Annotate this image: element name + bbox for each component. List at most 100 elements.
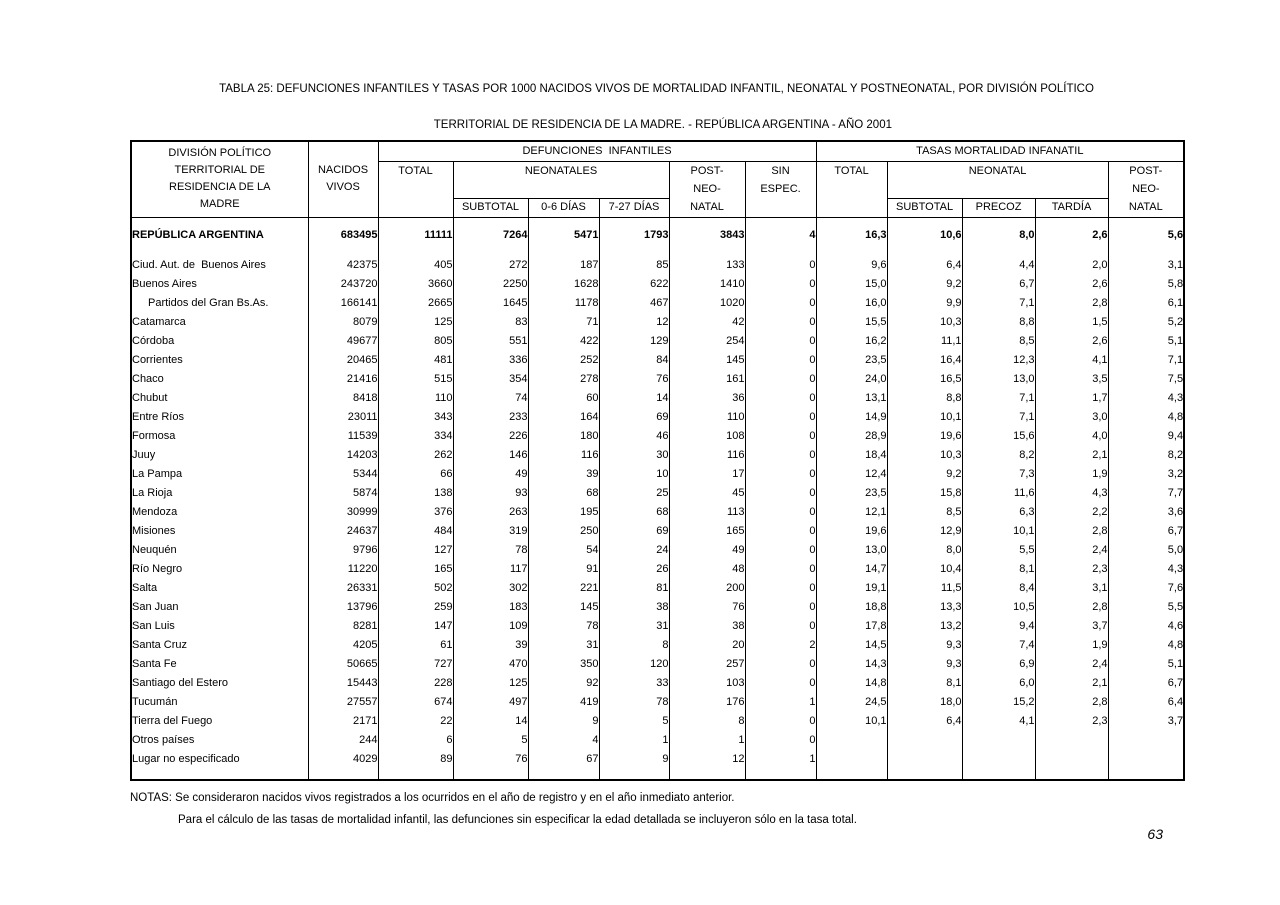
cell-value: 6 <box>377 730 454 749</box>
cell-value: 8,8 <box>886 388 963 407</box>
cell-value: 278 <box>527 369 600 388</box>
cell-value: 133 <box>668 255 746 274</box>
cell-value: 110 <box>668 407 746 426</box>
cell-value: 0 <box>744 331 817 350</box>
cell-value: 18,4 <box>815 445 888 464</box>
row-label: San Juan <box>130 597 309 616</box>
table-title-line1: TABLA 25: DEFUNCIONES INFANTILES Y TASAS… <box>219 83 1094 95</box>
row-label: Tierra del Fuego <box>130 711 309 730</box>
cell-value: 166141 <box>307 293 379 312</box>
cell-value: 26331 <box>307 578 379 597</box>
cell-value: 354 <box>452 369 529 388</box>
table-row: San Luis 8281 147 109 78 31 38 0 17,8 13,2 9,4 3,7 4… <box>130 616 1185 635</box>
cell-value: 8,1 <box>886 673 963 692</box>
cell-value: 6,3 <box>961 502 1036 521</box>
header-def-7-27-dias: 7-27 DÍAS <box>598 197 670 218</box>
header-defunciones-group: DEFUNCIONES INFANTILES <box>377 140 817 162</box>
header-nacidos-vivos: NACIDOS VIVOS <box>307 140 379 218</box>
table-row: Tucumán 27557 674 497 419 78 176 1 24,5 18,0 15,2 2… <box>130 692 1185 711</box>
header-def-total: TOTAL <box>377 160 454 218</box>
row-label: REPÚBLICA ARGENTINA <box>130 225 309 245</box>
cell-value: 74 <box>452 388 529 407</box>
table-row: La Pampa 5344 66 49 39 10 17 0 12,4 9,2 7,3 1,9 3,2 <box>130 464 1185 483</box>
cell-value: 2,4 <box>1034 654 1109 673</box>
cell-value: 9,3 <box>886 654 963 673</box>
cell-value: 125 <box>452 673 529 692</box>
table-body: REPÚBLICA ARGENTINA 683495 11111 7264 5471 17… <box>130 217 1185 780</box>
table-title: TABLA 25: DEFUNCIONES INFANTILES Y TASAS… <box>130 80 1183 134</box>
cell-value: 164 <box>527 407 600 426</box>
cell-value: 30999 <box>307 502 379 521</box>
cell-value: 244 <box>307 730 379 749</box>
cell-value: 497 <box>452 692 529 711</box>
header-row-mid: TOTAL NEONATALES POST- NEO- NATAL SIN ES… <box>131 160 1185 218</box>
row-label: Córdoba <box>130 331 309 350</box>
cell-value: 15,0 <box>815 274 888 293</box>
cell-value: 6,7 <box>961 274 1036 293</box>
cell-value: 4,3 <box>1107 559 1185 578</box>
cell-value: 5,6 <box>1107 225 1185 245</box>
cell-value: 4,3 <box>1034 483 1109 502</box>
header-tasa-tardia: TARDÍA <box>1034 197 1109 218</box>
cell-value: 24,0 <box>815 369 888 388</box>
cell-value: 3,6 <box>1107 502 1185 521</box>
cell-value: 7,7 <box>1107 483 1185 502</box>
cell-value <box>598 217 670 225</box>
cell-value: 14 <box>452 711 529 730</box>
cell-value: 21416 <box>307 369 379 388</box>
table-row: La Rioja 5874 138 93 68 25 45 0 23,5 15,8 11,6 4,3 7… <box>130 483 1185 502</box>
cell-value: 16,0 <box>815 293 888 312</box>
cell-value: 9,3 <box>886 635 963 654</box>
cell-value: 0 <box>744 616 817 635</box>
spacer-row <box>130 768 1185 780</box>
cell-value: 195 <box>527 502 600 521</box>
row-label: Santiago del Estero <box>130 673 309 692</box>
cell-value: 226 <box>452 426 529 445</box>
row-label: Juuy <box>130 445 309 464</box>
cell-value: 42375 <box>307 255 379 274</box>
cell-value <box>744 217 817 225</box>
cell-value: 18,8 <box>815 597 888 616</box>
cell-value: 1 <box>744 692 817 711</box>
cell-value: 26 <box>598 559 670 578</box>
cell-value: 0 <box>744 578 817 597</box>
cell-value: 14,5 <box>815 635 888 654</box>
cell-value: 263 <box>452 502 529 521</box>
cell-value: 13796 <box>307 597 379 616</box>
table-row: Salta 26331 502 302 221 81 200 0 19,1 11,5 8,4 3,1 7… <box>130 578 1185 597</box>
row-label: Chubut <box>130 388 309 407</box>
cell-value: 116 <box>527 445 600 464</box>
cell-value: 138 <box>377 483 454 502</box>
cell-value: 11539 <box>307 426 379 445</box>
cell-value: 15,6 <box>961 426 1036 445</box>
cell-value: 2,8 <box>1034 597 1109 616</box>
cell-value: 30 <box>598 445 670 464</box>
cell-value <box>886 768 963 780</box>
cell-value: 336 <box>452 350 529 369</box>
cell-value: 6,4 <box>1107 692 1185 711</box>
cell-value: 252 <box>527 350 600 369</box>
cell-value: 127 <box>377 540 454 559</box>
cell-value: 49 <box>452 464 529 483</box>
cell-value: 38 <box>668 616 746 635</box>
cell-value: 9,2 <box>886 274 963 293</box>
cell-value: 5,5 <box>961 540 1036 559</box>
cell-value: 10,1 <box>815 711 888 730</box>
cell-value <box>744 768 817 780</box>
cell-value: 5344 <box>307 464 379 483</box>
cell-value: 2,6 <box>1034 331 1109 350</box>
cell-value: 376 <box>377 502 454 521</box>
cell-value: 39 <box>452 635 529 654</box>
cell-value: 4,6 <box>1107 616 1185 635</box>
cell-value: 2171 <box>307 711 379 730</box>
cell-value <box>377 245 454 255</box>
cell-value: 8,1 <box>961 559 1036 578</box>
cell-value <box>452 217 529 225</box>
cell-value: 22 <box>377 711 454 730</box>
cell-value: 1020 <box>668 293 746 312</box>
table-row: Partidos del Gran Bs.As. 166141 2665 1645 11… <box>130 293 1185 312</box>
cell-value: 14 <box>598 388 670 407</box>
cell-value: 5 <box>598 711 670 730</box>
cell-value: 3,1 <box>1034 578 1109 597</box>
cell-value: 10,3 <box>886 312 963 331</box>
